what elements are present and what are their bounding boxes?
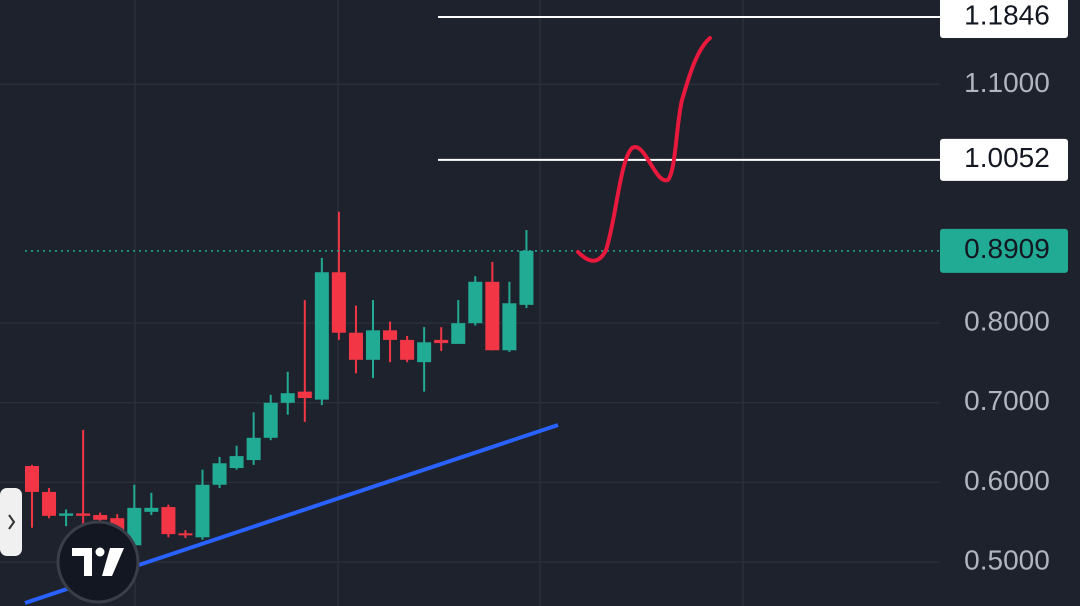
chevron-icon (8, 514, 16, 530)
candle-body (178, 533, 193, 536)
candle-body (212, 463, 227, 485)
candle-body (127, 507, 142, 546)
candle-body (451, 323, 466, 344)
candle-body (263, 402, 278, 438)
price-axis: 0.5000 0.6000 0.7000 0.8000 1.1000 1.1846 1.00… (940, 0, 1068, 575)
logo (56, 520, 140, 604)
logo-mark (72, 548, 92, 576)
drawn-projection (576, 36, 712, 263)
candle-body (485, 281, 500, 351)
candle-body (366, 330, 380, 360)
candle-body (314, 272, 329, 400)
logo-mark (102, 548, 124, 576)
price-line-label-box (940, 0, 1068, 39)
candle-body (434, 339, 449, 344)
candle-body (93, 515, 108, 520)
candle-body (297, 391, 312, 399)
y-tick-label: 0.6000 (964, 465, 1050, 496)
candle-body (519, 250, 534, 305)
last-price-label-box (940, 228, 1068, 273)
candle-body (417, 342, 432, 363)
y-tick-label: 0.7000 (964, 385, 1050, 416)
candle-body (195, 484, 210, 538)
price-line-label: 1.0052 (964, 142, 1050, 173)
candle-body (331, 272, 346, 333)
candle-body (280, 393, 295, 403)
sidebar-toggle[interactable] (0, 488, 22, 556)
candle-body (76, 513, 91, 516)
candle-body (144, 507, 159, 512)
y-tick-label: 0.8000 (964, 306, 1050, 337)
candle-body (229, 456, 244, 469)
candle-body (25, 465, 39, 492)
logo-badge (56, 520, 140, 604)
candle-body (161, 507, 176, 535)
sidebar-toggle-button[interactable] (0, 488, 22, 556)
last-price-label: 0.8909 (964, 233, 1050, 264)
candle-body (42, 491, 57, 516)
candle-body (383, 330, 398, 340)
candle-body (468, 281, 483, 324)
price-line-label: 1.1846 (964, 0, 1050, 30)
logo-mark (95, 547, 105, 557)
y-tick-label: 1.1000 (964, 67, 1050, 98)
y-tick-label: 0.5000 (964, 544, 1050, 575)
candle-body (502, 303, 517, 351)
candle-body (348, 332, 363, 360)
candle-body (400, 339, 415, 360)
price-line-label-box (940, 138, 1068, 181)
candle-body (246, 437, 261, 461)
candle-body (59, 513, 74, 516)
